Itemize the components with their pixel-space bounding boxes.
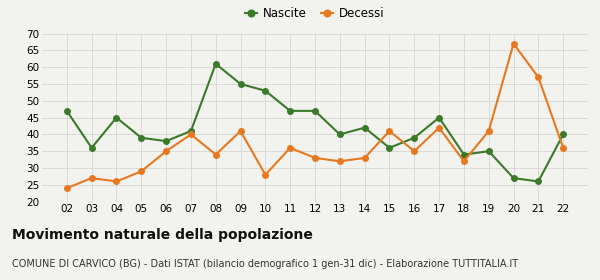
Legend: Nascite, Decessi: Nascite, Decessi bbox=[241, 3, 389, 25]
Nascite bbox=[436, 116, 443, 119]
Decessi bbox=[535, 76, 542, 79]
Decessi bbox=[460, 160, 467, 163]
Decessi bbox=[485, 129, 493, 133]
Decessi bbox=[336, 160, 343, 163]
Nascite bbox=[361, 126, 368, 129]
Nascite bbox=[137, 136, 145, 139]
Nascite bbox=[212, 62, 220, 66]
Line: Decessi: Decessi bbox=[64, 41, 566, 191]
Decessi bbox=[262, 173, 269, 176]
Nascite bbox=[187, 129, 194, 133]
Nascite bbox=[410, 136, 418, 139]
Text: Movimento naturale della popolazione: Movimento naturale della popolazione bbox=[12, 228, 313, 242]
Decessi bbox=[237, 129, 244, 133]
Decessi bbox=[88, 176, 95, 180]
Decessi bbox=[560, 146, 567, 150]
Nascite bbox=[88, 146, 95, 150]
Nascite bbox=[262, 89, 269, 92]
Decessi bbox=[436, 126, 443, 129]
Nascite bbox=[510, 176, 517, 180]
Decessi bbox=[410, 150, 418, 153]
Decessi bbox=[137, 170, 145, 173]
Nascite bbox=[163, 139, 170, 143]
Nascite bbox=[287, 109, 294, 113]
Decessi bbox=[187, 133, 194, 136]
Decessi bbox=[113, 180, 120, 183]
Nascite bbox=[485, 150, 493, 153]
Nascite bbox=[560, 133, 567, 136]
Decessi bbox=[63, 186, 70, 190]
Line: Nascite: Nascite bbox=[64, 61, 566, 184]
Nascite bbox=[237, 82, 244, 86]
Text: COMUNE DI CARVICO (BG) - Dati ISTAT (bilancio demografico 1 gen-31 dic) - Elabor: COMUNE DI CARVICO (BG) - Dati ISTAT (bil… bbox=[12, 259, 518, 269]
Decessi bbox=[361, 156, 368, 160]
Nascite bbox=[460, 153, 467, 156]
Decessi bbox=[386, 129, 393, 133]
Decessi bbox=[311, 156, 319, 160]
Nascite bbox=[63, 109, 70, 113]
Nascite bbox=[311, 109, 319, 113]
Decessi bbox=[212, 153, 220, 156]
Nascite bbox=[336, 133, 343, 136]
Nascite bbox=[113, 116, 120, 119]
Decessi bbox=[163, 150, 170, 153]
Nascite bbox=[535, 180, 542, 183]
Decessi bbox=[510, 42, 517, 45]
Nascite bbox=[386, 146, 393, 150]
Decessi bbox=[287, 146, 294, 150]
